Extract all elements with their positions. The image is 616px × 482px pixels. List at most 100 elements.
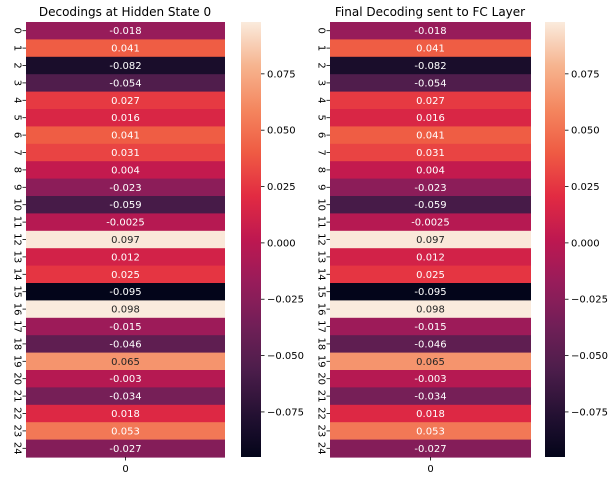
y-tick-label: 12	[316, 233, 327, 246]
y-tick-label: 8	[316, 167, 327, 173]
cell-annotation: 0.041	[111, 44, 140, 55]
cell-annotation: -0.046	[414, 339, 446, 350]
y-tick-label: 3	[12, 80, 23, 86]
cell-annotation: -0.003	[414, 374, 446, 385]
y-tick-label: 20	[316, 372, 327, 385]
y-tick-label: 11	[316, 216, 327, 229]
cell-annotation: -0.082	[414, 61, 446, 72]
cell-annotation: -0.059	[109, 200, 141, 211]
y-tick-label: 16	[12, 303, 23, 316]
cell-annotation: -0.054	[109, 78, 141, 89]
colorbar-tick-label: −0.025	[571, 295, 608, 306]
y-tick-label: 12	[12, 233, 23, 246]
colorbar-tick-label: 0.000	[267, 238, 296, 249]
cell-annotation: 0.027	[111, 96, 140, 107]
y-tick-label: 0	[12, 28, 23, 34]
y-tick-label: 21	[12, 390, 23, 403]
y-tick-label: 11	[12, 216, 23, 229]
colorbar-tick-label: −0.050	[571, 351, 608, 362]
heatmap-title: Decodings at Hidden State 0	[39, 5, 211, 19]
y-tick-label: 9	[12, 184, 23, 190]
y-tick-label: 6	[12, 132, 23, 138]
y-tick-label: 2	[12, 62, 23, 68]
x-tick-label: 0	[122, 464, 128, 475]
heatmap-cell	[330, 126, 531, 145]
heatmap-cell	[330, 335, 531, 354]
y-tick-label: 2	[316, 62, 327, 68]
y-tick-label: 10	[12, 198, 23, 211]
colorbar-tick-label: −0.075	[267, 407, 304, 418]
heatmap-cell	[26, 248, 225, 267]
heatmap-cell	[26, 39, 225, 58]
cell-annotation: -0.054	[414, 78, 446, 89]
cell-annotation: 0.004	[416, 165, 445, 176]
y-tick-label: 17	[316, 320, 327, 333]
cell-annotation: 0.098	[416, 305, 445, 316]
colorbar	[545, 22, 565, 457]
heatmap-cell	[330, 404, 531, 423]
heatmap-cell	[26, 265, 225, 284]
cell-annotation: -0.046	[109, 339, 141, 350]
cell-annotation: -0.082	[109, 61, 141, 72]
heatmap-cell	[26, 404, 225, 423]
y-tick-label: 9	[316, 184, 327, 190]
cell-annotation: -0.027	[414, 444, 446, 455]
colorbar-tick-label: 0.075	[571, 69, 600, 80]
cell-annotation: -0.095	[414, 287, 446, 298]
heatmap-cell	[26, 335, 225, 354]
cell-annotation: 0.018	[111, 409, 140, 420]
cell-annotation: -0.015	[414, 322, 446, 333]
heatmap-cell	[26, 422, 225, 441]
heatmap-cell	[330, 248, 531, 267]
heatmap-cell	[330, 352, 531, 371]
heatmap-cell	[330, 317, 531, 336]
cell-annotation: -0.023	[414, 183, 446, 194]
heatmap-cell	[330, 422, 531, 441]
y-tick-label: 20	[12, 372, 23, 385]
cell-annotation: 0.012	[111, 252, 140, 263]
heatmap-cell	[26, 230, 225, 249]
cell-annotation: -0.0025	[106, 218, 145, 229]
y-tick-label: 6	[316, 132, 327, 138]
heatmap-cell	[330, 109, 531, 127]
y-tick-label: 19	[12, 355, 23, 368]
heatmap-cell	[26, 370, 225, 388]
heatmap-cell	[330, 230, 531, 249]
cell-annotation: -0.018	[109, 26, 141, 37]
cell-annotation: 0.041	[111, 131, 140, 142]
cell-annotation: 0.018	[416, 409, 445, 420]
heatmap-cell	[330, 265, 531, 284]
colorbar-tick-label: −0.075	[571, 407, 608, 418]
y-tick-label: 4	[316, 97, 327, 103]
y-tick-label: 17	[12, 320, 23, 333]
cell-annotation: -0.015	[109, 322, 141, 333]
heatmap-cell	[26, 91, 225, 110]
y-tick-label: 21	[316, 390, 327, 403]
heatmap-panel-1: Final Decoding sent to FC Layer -0.018 0.0…	[316, 5, 609, 475]
colorbar-tick-label: 0.050	[571, 126, 600, 137]
cell-annotation: 0.025	[111, 270, 140, 281]
y-tick-label: 0	[316, 28, 327, 34]
heatmap-cell	[330, 178, 531, 197]
y-tick-label: 5	[12, 115, 23, 121]
y-tick-label: 13	[12, 251, 23, 264]
y-tick-label: 23	[316, 425, 327, 438]
heatmap-cell	[330, 56, 531, 75]
y-tick-label: 1	[12, 45, 23, 51]
heatmap-cell	[330, 213, 531, 232]
heatmap-cell	[26, 109, 225, 127]
cell-annotation: 0.025	[416, 270, 445, 281]
y-tick-label: 7	[316, 149, 327, 155]
heatmap-cell	[330, 74, 531, 93]
y-tick-label: 19	[316, 355, 327, 368]
colorbar-tick-label: 0.025	[571, 182, 600, 193]
colorbar-tick-label: 0.050	[267, 126, 296, 137]
cell-annotation: 0.031	[111, 148, 140, 159]
y-tick-label: 15	[316, 285, 327, 298]
heatmap-cell	[26, 56, 225, 75]
colorbar-tick-label: 0.075	[267, 69, 296, 80]
y-tick-label: 13	[316, 251, 327, 264]
y-tick-label: 15	[12, 285, 23, 298]
heatmap-cell	[26, 439, 225, 458]
cell-annotation: 0.065	[111, 357, 140, 368]
